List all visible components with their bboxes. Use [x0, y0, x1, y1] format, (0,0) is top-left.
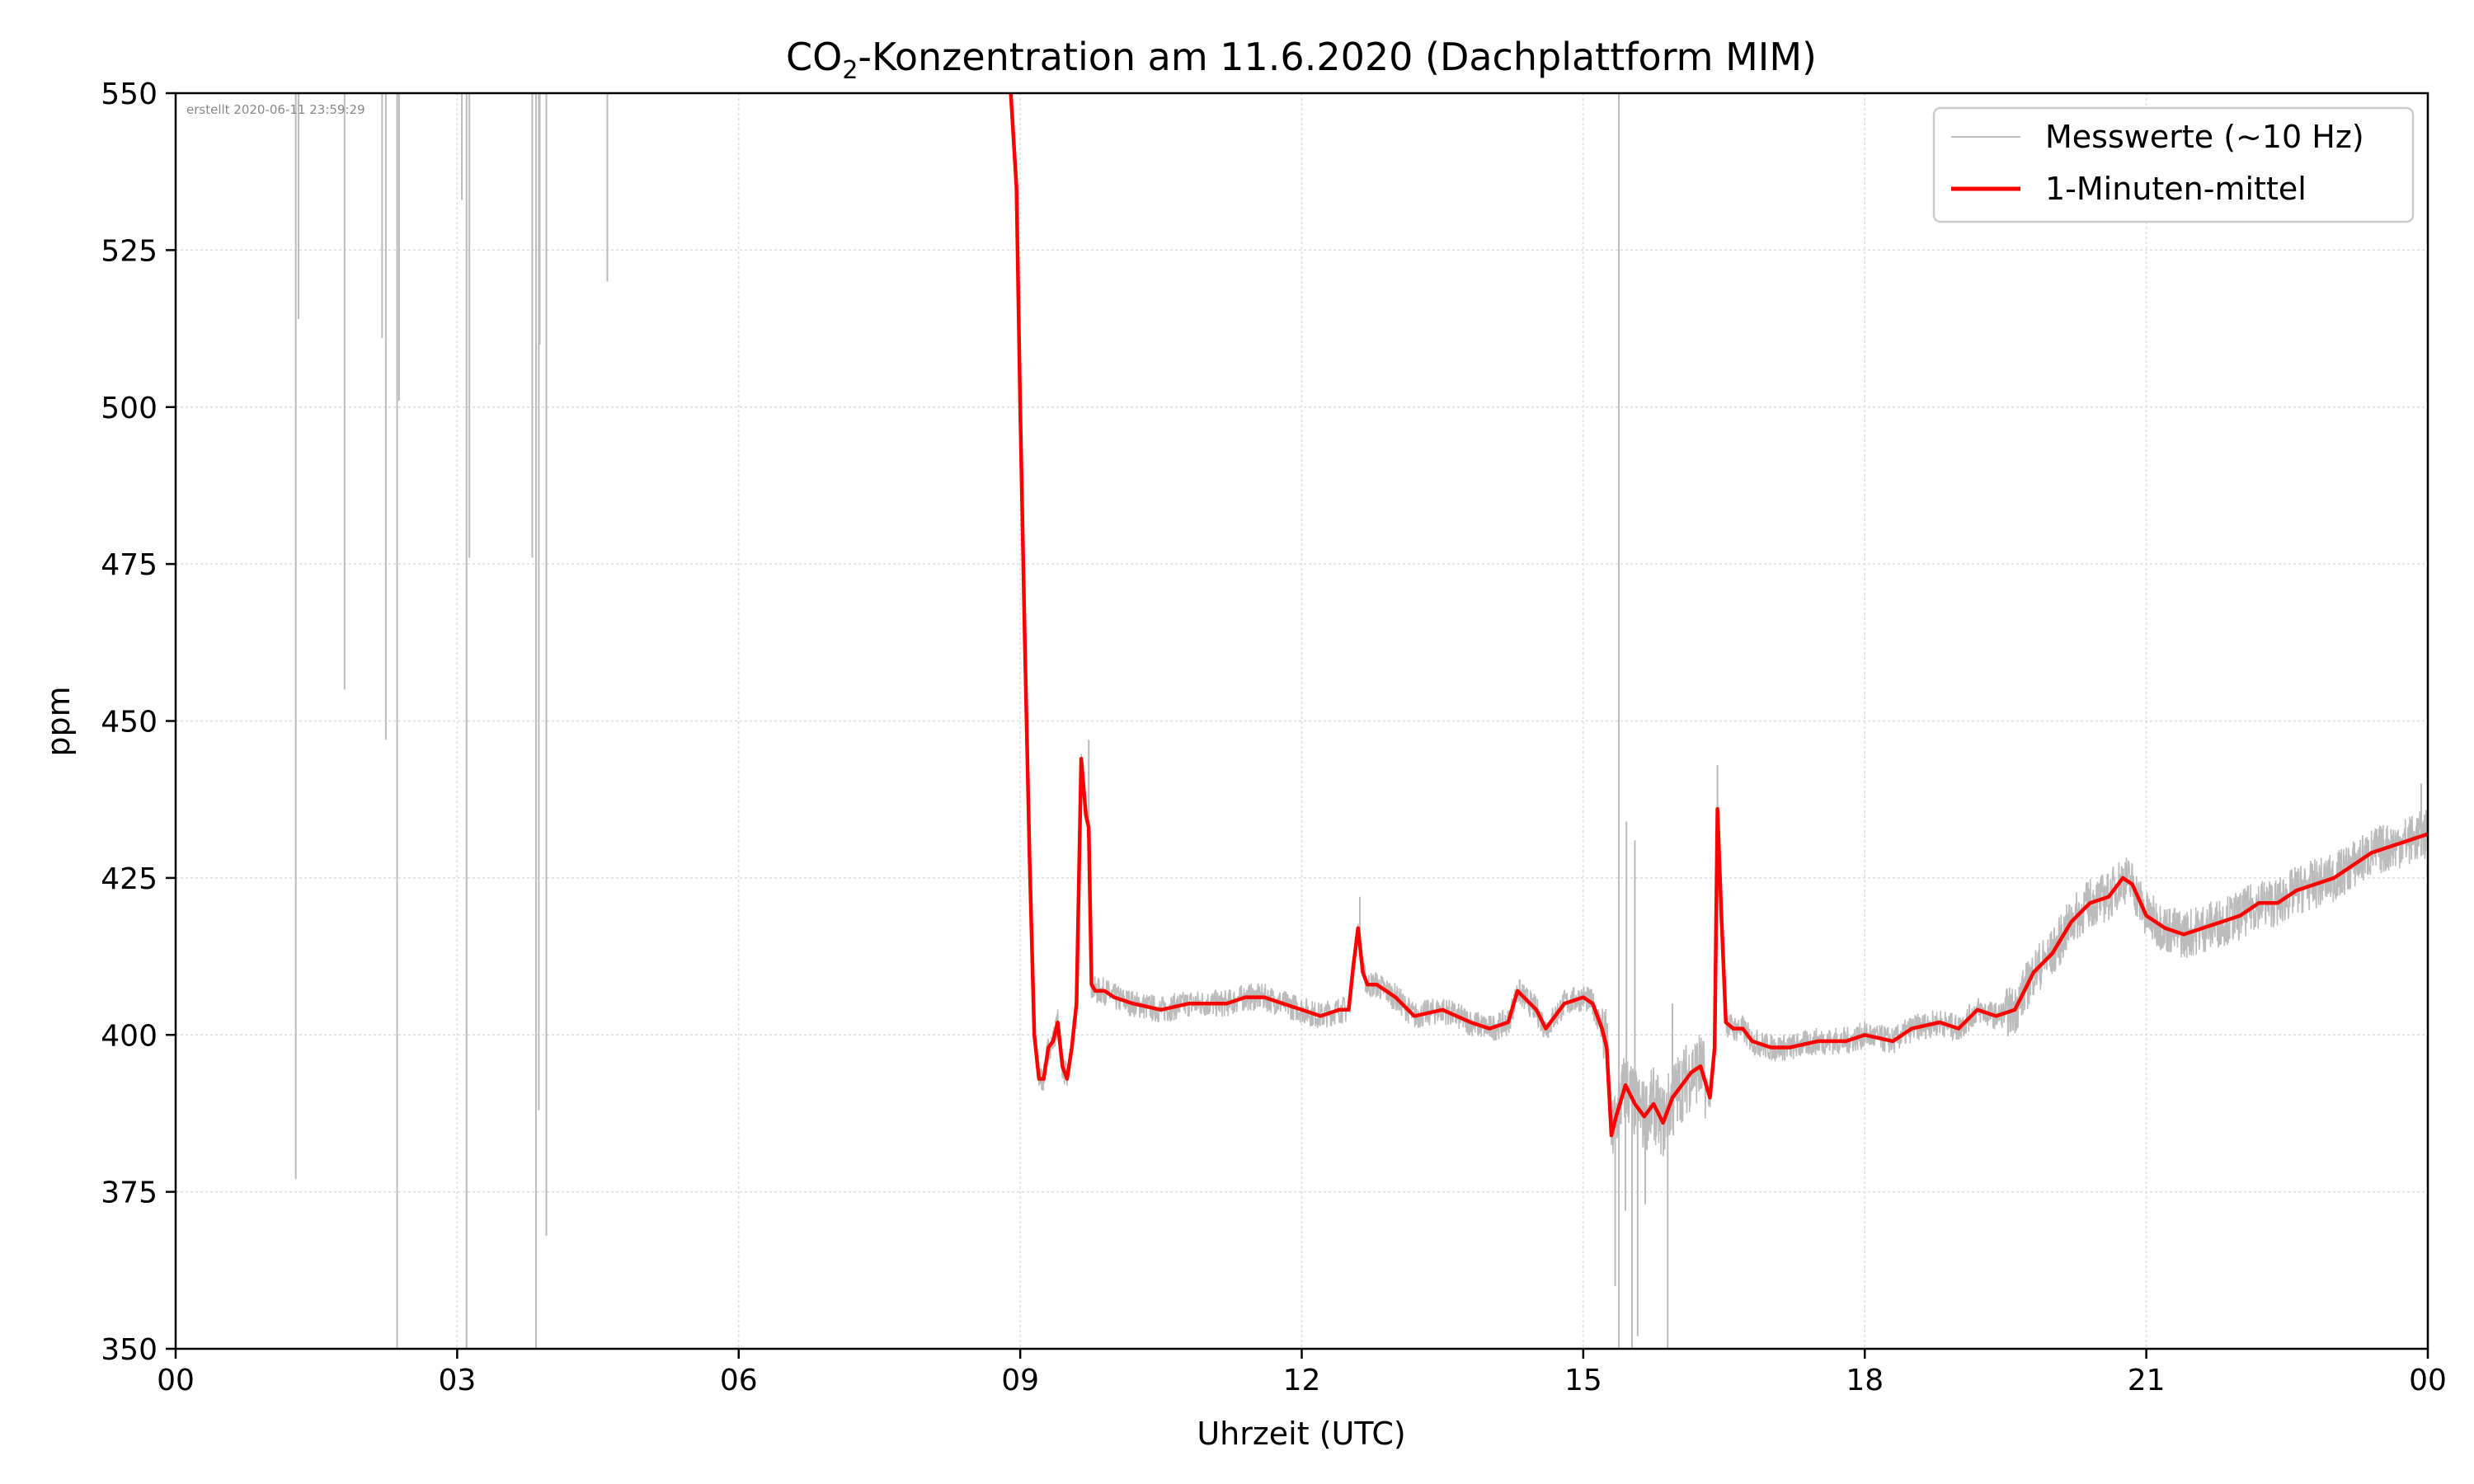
chart-title: CO2-Konzentration am 11.6.2020 (Dachplat…	[786, 35, 1817, 85]
x-tick-label: 00	[157, 1364, 195, 1397]
axis-ticks: 00 03 06 09 12 15 18 21 003503754004254504755005…	[101, 77, 2447, 1397]
y-tick-label: 500	[101, 392, 158, 425]
legend: Messwerte (~10 Hz) 1-Minuten-mittel	[1932, 106, 2415, 223]
mean-series	[1009, 92, 2429, 1138]
x-tick-label: 00	[2409, 1364, 2447, 1397]
y-tick-label: 375	[101, 1176, 158, 1210]
x-tick-label: 21	[2128, 1364, 2166, 1397]
x-tick-label: 18	[1846, 1364, 1884, 1397]
y-axis-label: ppm	[40, 686, 77, 756]
x-tick-label: 03	[438, 1364, 476, 1397]
x-tick-label: 09	[1001, 1364, 1039, 1397]
y-tick-label: 350	[101, 1333, 158, 1367]
legend-box	[1932, 106, 2415, 223]
legend-label-mean: 1-Minuten-mittel	[2045, 171, 2307, 207]
x-tick-label: 12	[1283, 1364, 1321, 1397]
y-tick-label: 450	[101, 706, 158, 740]
y-tick-label: 475	[101, 548, 158, 582]
raw-measurement-series	[294, 92, 2429, 1349]
y-tick-label: 550	[101, 77, 158, 111]
y-tick-label: 525	[101, 234, 158, 268]
legend-label-raw: Messwerte (~10 Hz)	[2045, 119, 2364, 155]
x-tick-label: 15	[1564, 1364, 1602, 1397]
y-tick-label: 425	[101, 862, 158, 896]
mean-line	[1009, 92, 2429, 1138]
y-tick-label: 400	[101, 1019, 158, 1053]
x-axis-label: Uhrzeit (UTC)	[1197, 1416, 1405, 1452]
created-timestamp: erstellt 2020-06-11 23:59:29	[186, 102, 365, 117]
x-tick-label: 06	[720, 1364, 758, 1397]
